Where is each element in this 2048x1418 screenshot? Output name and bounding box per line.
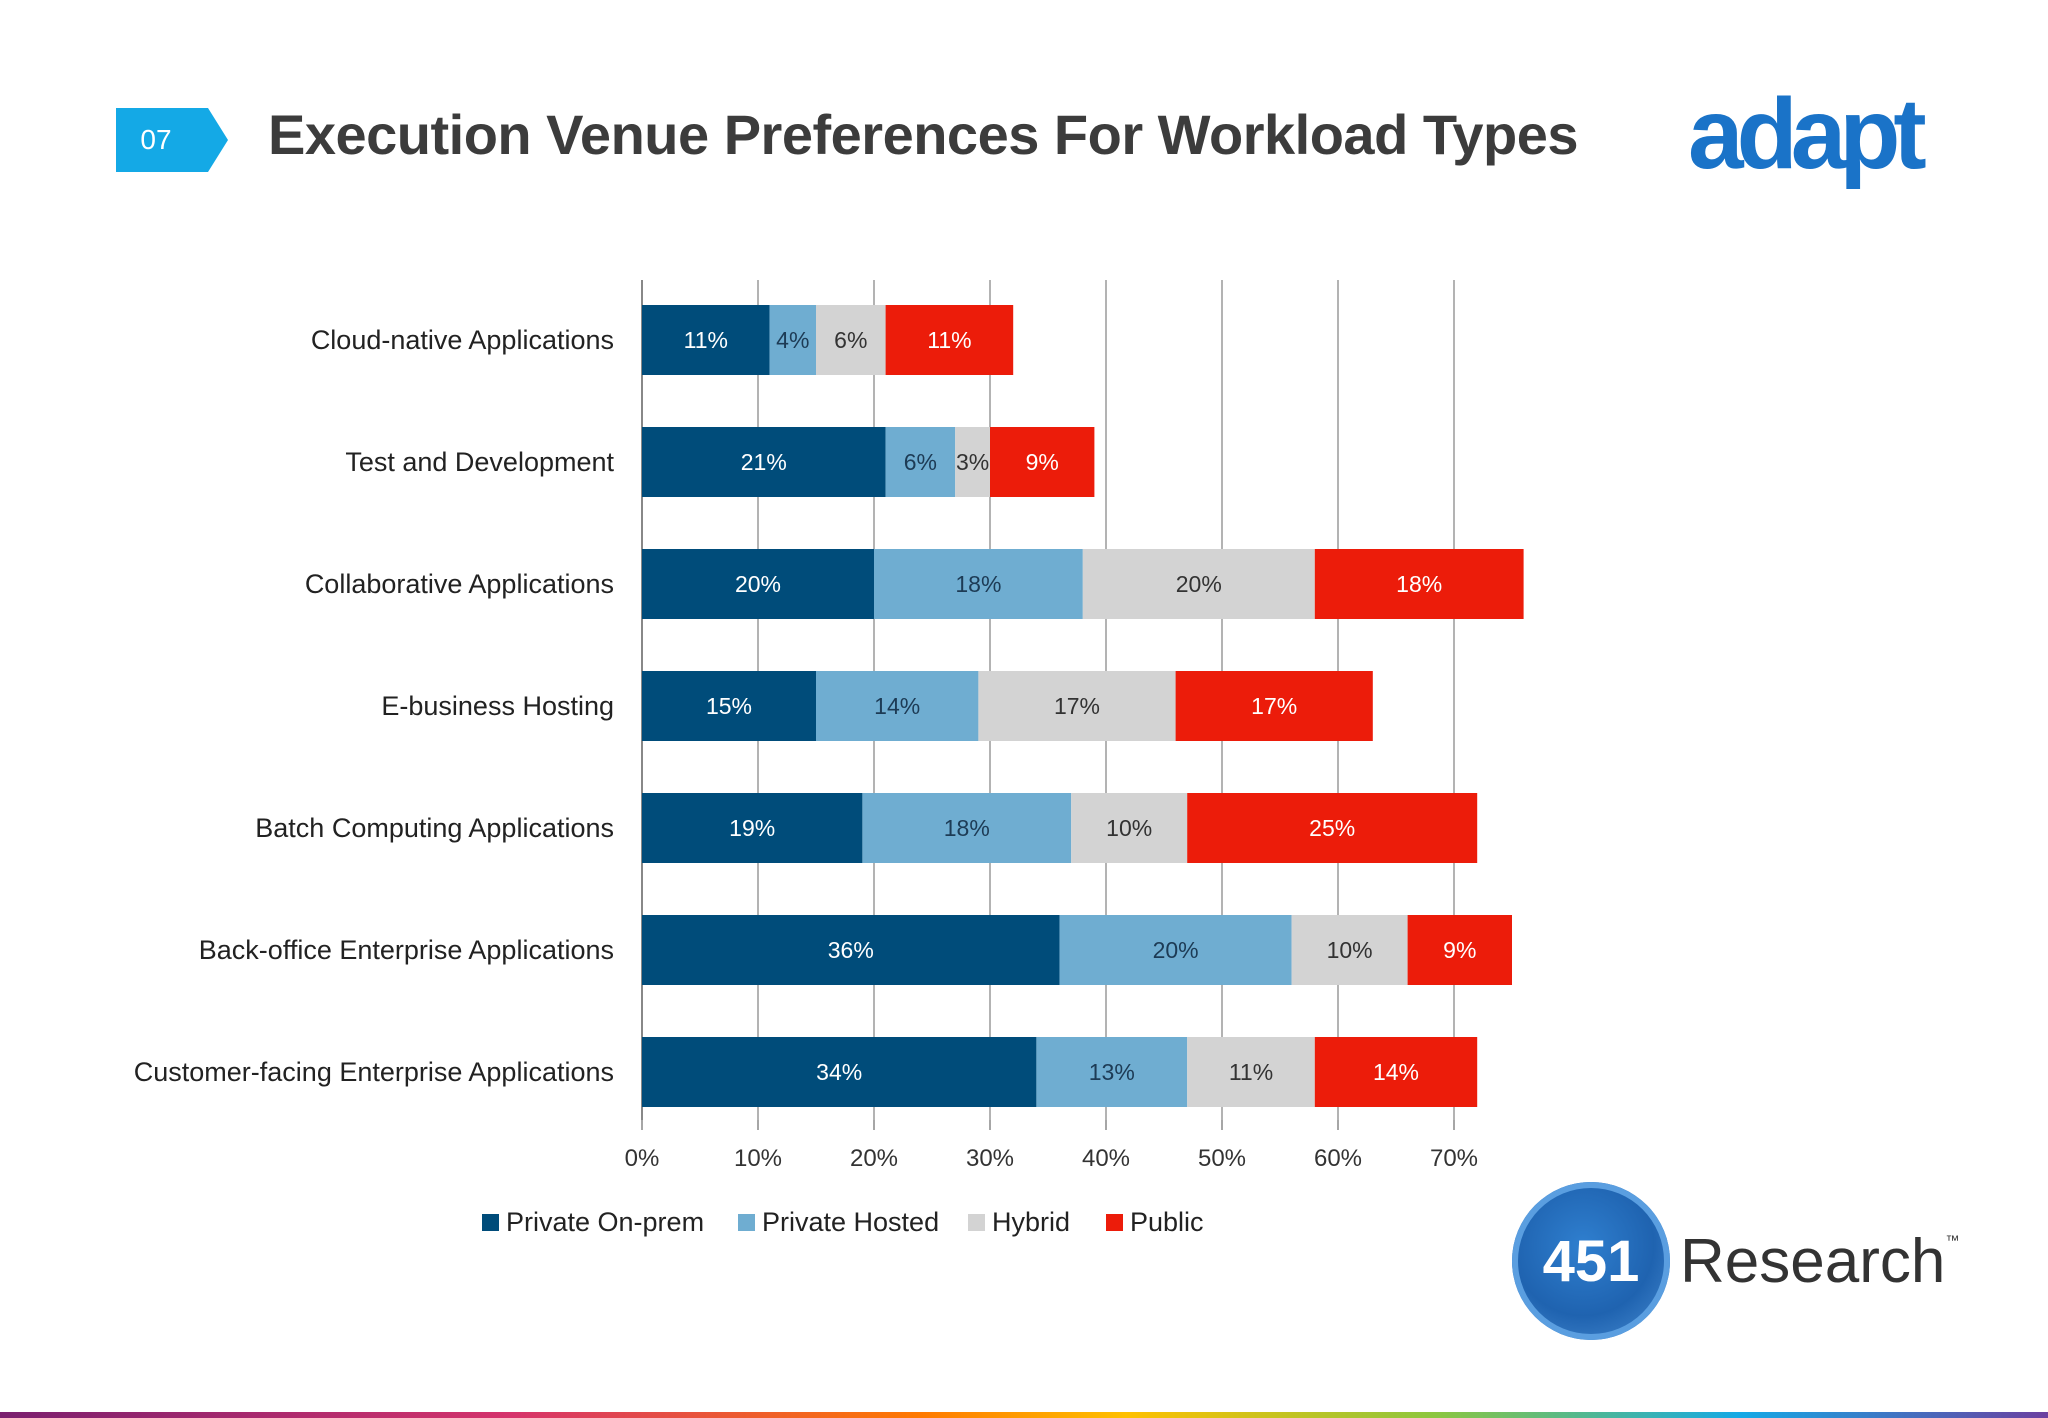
bottom-color-bar <box>0 1412 2048 1418</box>
x-tick-label: 60% <box>1314 1145 1362 1172</box>
bar-segment <box>1059 915 1292 985</box>
data-label: 6% <box>834 327 867 353</box>
data-label: 10% <box>1327 937 1373 963</box>
category-label: Collaborative Applications <box>305 569 614 599</box>
chart-legend: Private On-prem Private Hosted Hybrid Publi… <box>482 1207 1204 1237</box>
bar-segment <box>769 305 816 375</box>
data-label: 3% <box>956 449 989 475</box>
data-label: 6% <box>904 449 937 475</box>
adapt-logo: adapt <box>1688 78 1927 190</box>
category-label: Batch Computing Applications <box>255 813 614 843</box>
bar-segment <box>1291 915 1408 985</box>
bar-segment <box>1175 671 1373 741</box>
bar-segment <box>642 793 863 863</box>
data-label: 34% <box>816 1059 862 1085</box>
x-tick-label: 20% <box>850 1145 898 1172</box>
bar-segment <box>990 427 1095 497</box>
data-label: 20% <box>1153 937 1199 963</box>
legend-label: Private Hosted <box>762 1207 939 1237</box>
bar-segment <box>642 671 816 741</box>
bar-segment <box>642 427 886 497</box>
bar-segment <box>1187 1037 1315 1107</box>
data-label: 14% <box>874 693 920 719</box>
data-label: 4% <box>776 327 809 353</box>
bar-segment <box>642 549 874 619</box>
x-tick-label: 50% <box>1198 1145 1246 1172</box>
bar-segment <box>642 1037 1037 1107</box>
data-label: 20% <box>1176 571 1222 597</box>
bar-segment <box>862 793 1072 863</box>
bar-segment <box>1071 793 1188 863</box>
data-label: 18% <box>944 815 990 841</box>
data-label: 14% <box>1373 1059 1419 1085</box>
x-tick-label: 0% <box>625 1145 660 1172</box>
data-label: 36% <box>828 937 874 963</box>
data-label: 11% <box>684 327 728 353</box>
bar-segment <box>978 671 1176 741</box>
research-logo-text: Research™ <box>1680 1226 1959 1297</box>
data-label: 18% <box>1396 571 1442 597</box>
research-logo-name: Research <box>1680 1227 1946 1296</box>
category-label: Test and Development <box>345 447 614 477</box>
category-label: Cloud-native Applications <box>311 325 614 355</box>
bar-segment <box>885 305 1014 375</box>
data-label: 11% <box>1229 1059 1273 1085</box>
bar-segment <box>874 549 1083 619</box>
data-label: 10% <box>1106 815 1152 841</box>
page-title: Execution Venue Preferences For Workload… <box>268 103 1579 166</box>
category-label: E-business Hosting <box>381 691 614 721</box>
legend-label: Public <box>1130 1207 1204 1237</box>
bar-segment <box>1187 793 1478 863</box>
data-label: 17% <box>1054 693 1100 719</box>
bar-segment <box>1314 1037 1478 1107</box>
bar-segment <box>885 427 956 497</box>
bar-segment <box>1036 1037 1188 1107</box>
chart-bars <box>642 305 1524 1107</box>
bar-segment <box>816 671 979 741</box>
x-tick-label: 30% <box>966 1145 1014 1172</box>
data-label: 21% <box>741 449 787 475</box>
bar-segment <box>955 427 990 497</box>
legend-label: Hybrid <box>992 1207 1070 1237</box>
research-logo-trademark: ™ <box>1945 1232 1960 1248</box>
x-tick-label: 70% <box>1430 1145 1478 1172</box>
x-tick-label: 10% <box>734 1145 782 1172</box>
legend-swatch <box>1106 1214 1123 1231</box>
data-label: 9% <box>1026 449 1059 475</box>
legend-swatch <box>968 1214 985 1231</box>
data-label: 25% <box>1309 815 1355 841</box>
data-label: 20% <box>735 571 781 597</box>
bar-segment <box>642 915 1060 985</box>
data-label: 18% <box>955 571 1001 597</box>
legend-swatch <box>738 1214 755 1231</box>
data-label: 11% <box>927 327 971 353</box>
research-logo-number: 451 <box>1542 1228 1640 1294</box>
bar-segment <box>642 305 770 375</box>
legend-swatch <box>482 1214 499 1231</box>
slide-number-badge: 07 <box>116 108 228 172</box>
451-research-logo: 451 Research™ <box>1512 1182 1959 1342</box>
bar-segment <box>816 305 886 375</box>
research-logo-circle <box>1512 1182 1670 1340</box>
bar-segment <box>1082 549 1315 619</box>
chart-labels: Cloud-native Applications 11% 4% 6% 11% Test … <box>134 325 1477 1087</box>
data-label: 19% <box>729 815 775 841</box>
x-tick-label: 40% <box>1082 1145 1130 1172</box>
category-label: Back-office Enterprise Applications <box>199 935 614 965</box>
data-label: 17% <box>1251 693 1297 719</box>
data-label: 13% <box>1089 1059 1135 1085</box>
bar-segment <box>1407 915 1512 985</box>
category-label: Customer-facing Enterprise Applications <box>134 1057 614 1087</box>
legend-label: Private On-prem <box>506 1207 704 1237</box>
data-label: 15% <box>706 693 752 719</box>
bar-segment <box>1314 549 1524 619</box>
slide-number: 07 <box>140 124 172 155</box>
data-label: 9% <box>1443 937 1476 963</box>
